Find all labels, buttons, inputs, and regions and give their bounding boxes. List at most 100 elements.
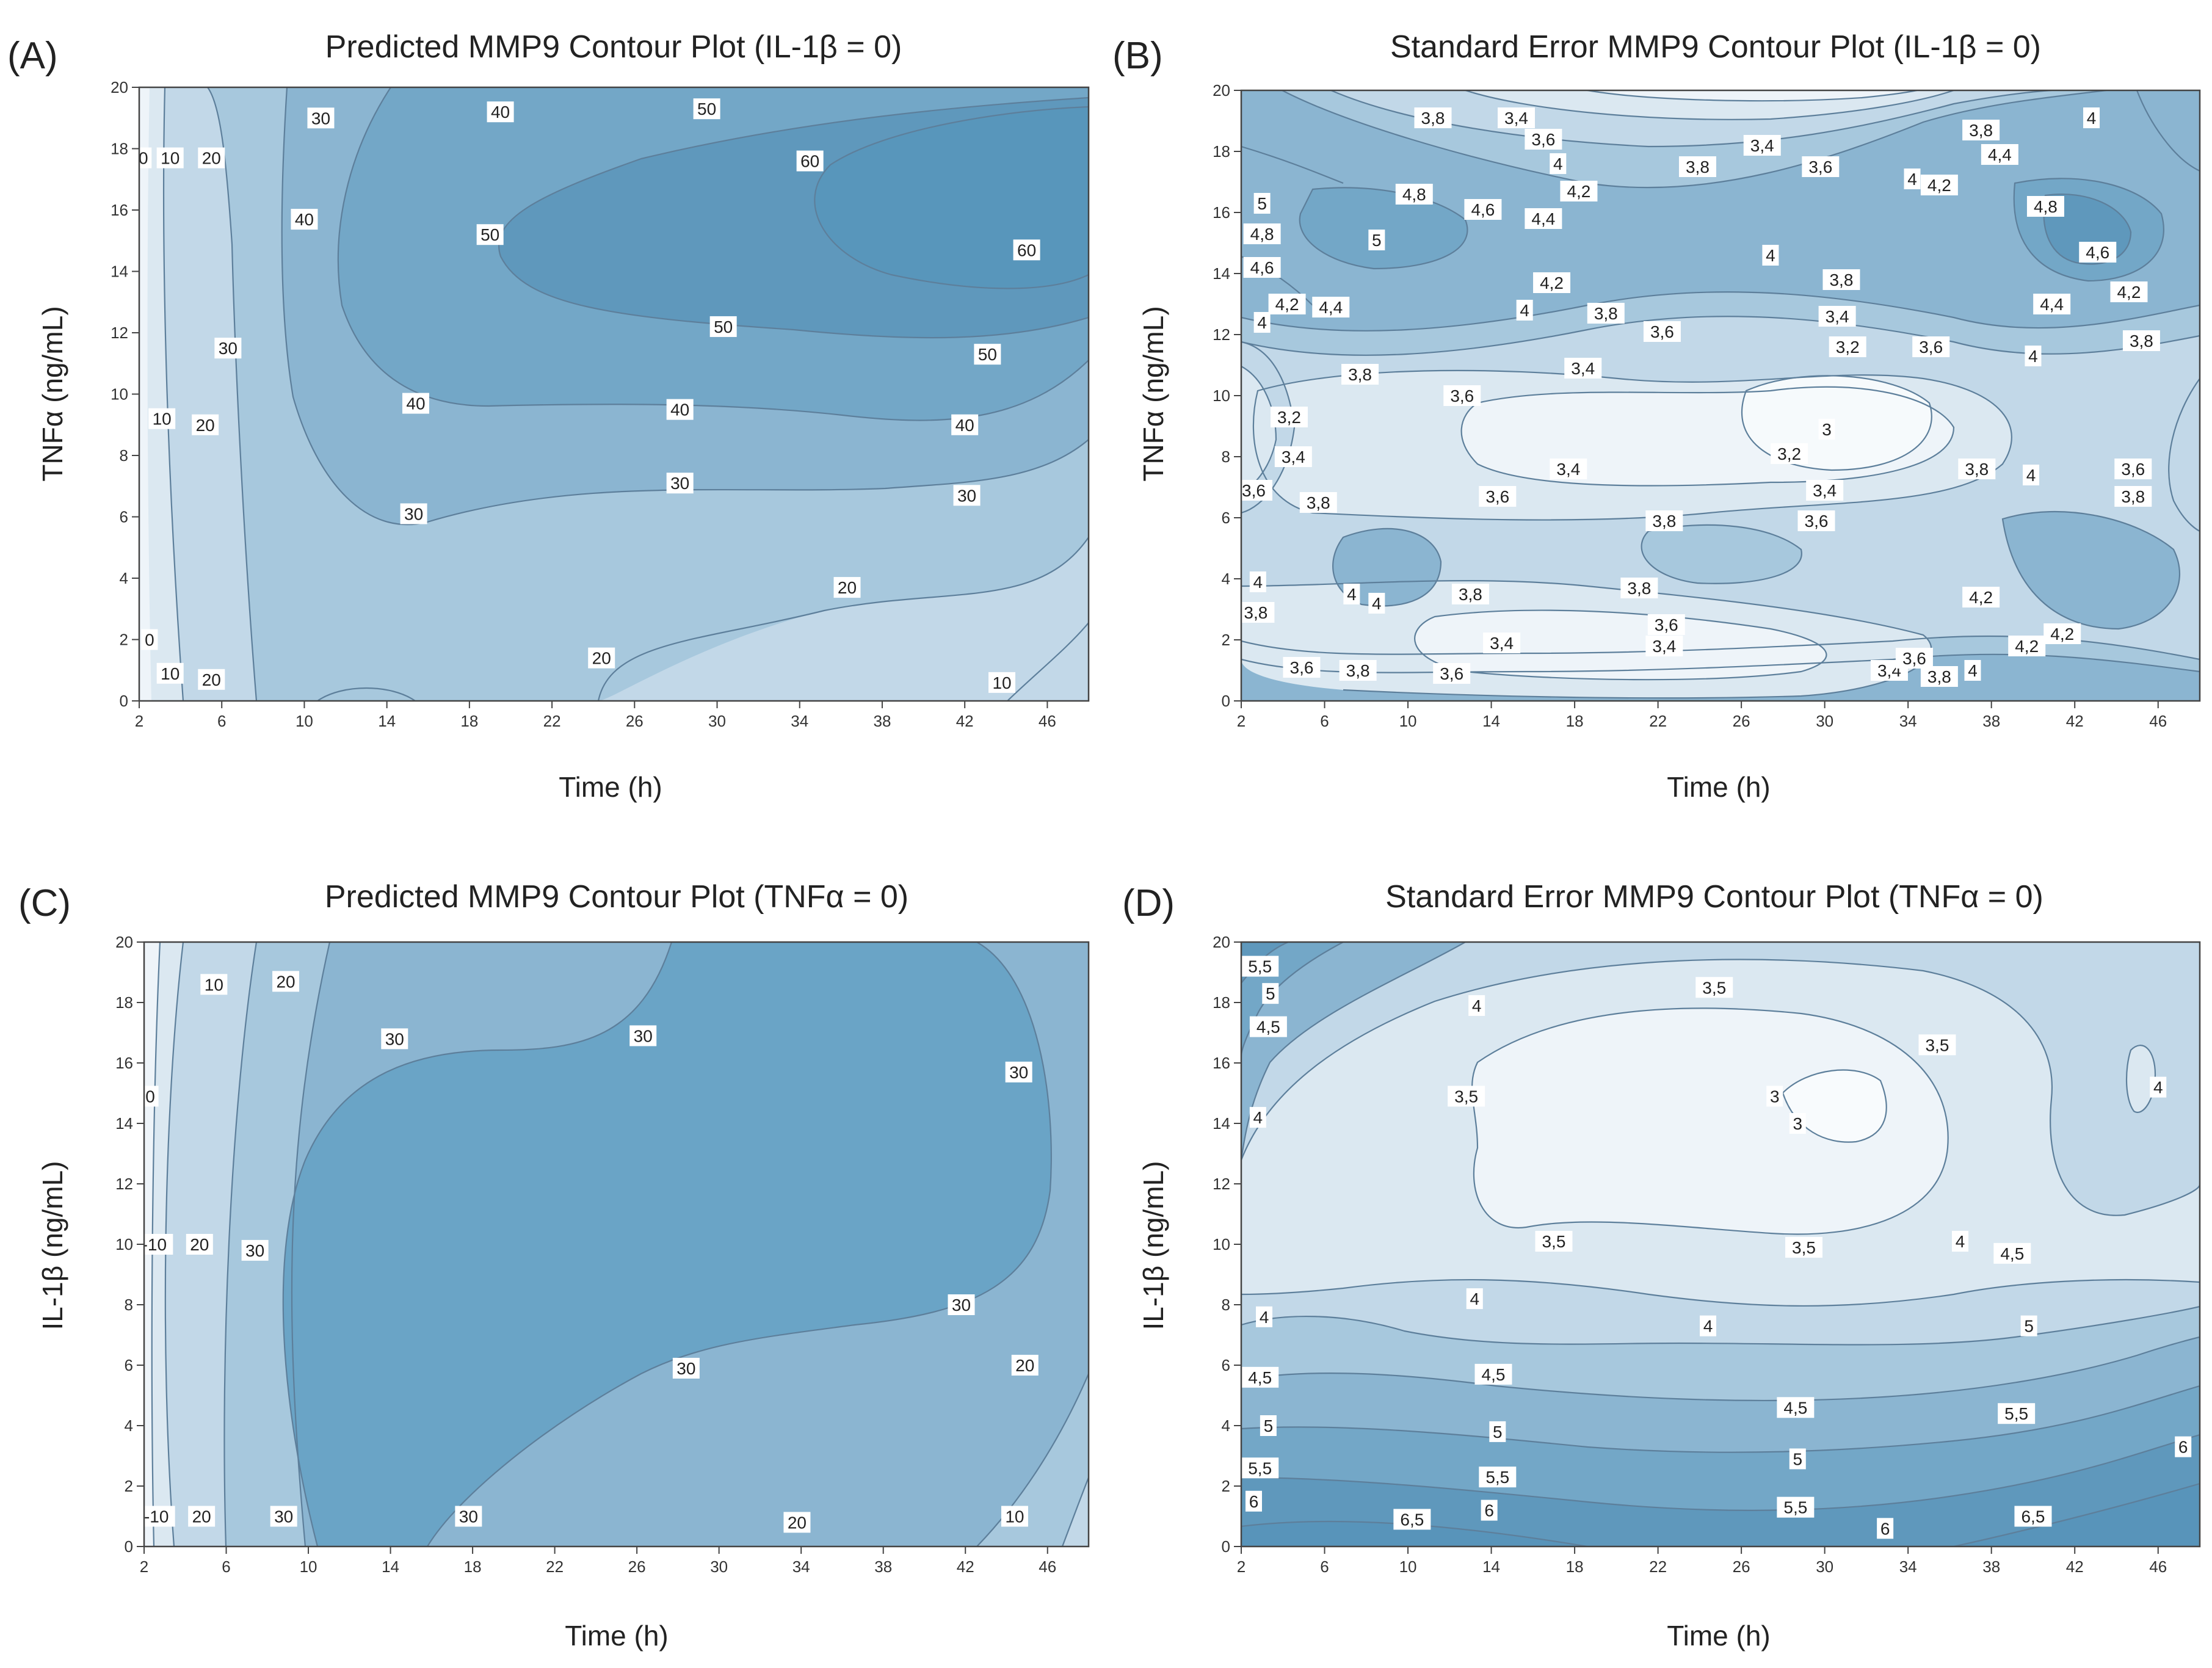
contour-label: 4,5 xyxy=(1248,1368,1272,1387)
x-tick-label: 34 xyxy=(1899,712,1917,730)
contour-label-bg xyxy=(783,1512,811,1533)
panel-a-ylabel: TNFα (ng/mL) xyxy=(37,306,68,481)
contour-label: 4 xyxy=(1907,170,1917,189)
contour-label: 3,6 xyxy=(1805,512,1829,531)
contour-label-bg xyxy=(1249,1016,1287,1037)
contour-label-bg xyxy=(709,316,737,337)
contour-label-bg xyxy=(455,1506,482,1527)
contour-label: 0 xyxy=(139,149,148,168)
x-tick-label: 38 xyxy=(1982,712,2000,730)
contour-label-bg xyxy=(1918,1034,1956,1056)
contour-line xyxy=(2125,1045,2156,1113)
contour-label: 20 xyxy=(190,1235,209,1254)
contour-label: 50 xyxy=(697,100,716,118)
contour-label-bg xyxy=(1481,1499,1498,1521)
contour-line xyxy=(1241,1278,2200,1307)
x-tick-label: 6 xyxy=(1320,712,1329,730)
fill-level-0-left xyxy=(139,87,183,701)
contour-label: 4,2 xyxy=(1540,274,1564,292)
panel-d-contour-labels: 5,5 5 4,5 4 3,5 3,5 4 33 3,5 4 3,5 3,5 4 4,5 4 4 4 5 4,5 4,… xyxy=(1241,955,2192,1539)
contour-label: 4,2 xyxy=(1275,295,1299,314)
fill-bottom-right xyxy=(977,1374,1089,1547)
panel-a-contour-lines xyxy=(162,87,1089,701)
contour-label: 60 xyxy=(800,152,819,171)
contour-label: 4,4 xyxy=(1988,145,2012,164)
contour-label-bg xyxy=(1474,1363,1512,1385)
contour-label-bg xyxy=(200,974,228,995)
contour-label-bg xyxy=(1451,584,1489,604)
x-tick-label: 14 xyxy=(1482,712,1500,730)
y-tick-label: 6 xyxy=(120,508,128,526)
contour-label-bg xyxy=(629,1025,657,1046)
contour-label-bg xyxy=(1762,245,1779,266)
contour-label: 5 xyxy=(1257,194,1267,213)
contour-label: 4,6 xyxy=(1471,200,1495,219)
contour-label: 3,6 xyxy=(1242,481,1266,500)
contour-label: 3,8 xyxy=(1652,512,1676,531)
contour-label: 30 xyxy=(952,1296,971,1314)
contour-label-bg xyxy=(1414,107,1452,128)
contour-line xyxy=(1587,90,1918,102)
contour-label-bg xyxy=(1253,193,1271,214)
panel-d-title: Standard Error MMP9 Contour Plot (TNFα =… xyxy=(1385,879,2043,915)
panel-a-title: Predicted MMP9 Contour Plot (IL-1β = 0) xyxy=(325,29,902,65)
panel-c-label: (C) xyxy=(18,882,71,924)
contour-line xyxy=(1241,959,2200,1216)
x-tick-label: 10 xyxy=(296,712,313,730)
contour-line xyxy=(1282,90,2107,189)
contour-label: 20 xyxy=(202,670,221,689)
y-tick-label: 2 xyxy=(1222,1477,1230,1495)
contour-label-bg xyxy=(2026,196,2064,217)
x-tick-label: 10 xyxy=(1399,1557,1417,1576)
contour-label-bg xyxy=(951,414,979,435)
contour-label-bg xyxy=(1245,1490,1262,1512)
contour-label: 3,8 xyxy=(1627,579,1651,598)
contour-label: 20 xyxy=(838,578,857,597)
contour-label: 20 xyxy=(1015,1356,1034,1375)
contour-label: 10 xyxy=(992,673,1011,692)
contour-label: 3,8 xyxy=(2130,332,2153,350)
contour-label: 6,5 xyxy=(2021,1507,2045,1526)
contour-label-bg xyxy=(198,147,225,169)
contour-label: 60 xyxy=(1017,241,1036,259)
contour-label: 3,4 xyxy=(1282,448,1305,466)
contour-label-bg xyxy=(1341,364,1379,385)
panel-c-contour-lines xyxy=(151,942,1089,1547)
contour-label: 5 xyxy=(1264,1416,1274,1435)
contour-label-bg xyxy=(1818,306,1856,327)
panel-a-label: (A) xyxy=(7,35,58,77)
fill-top-left-5-5 xyxy=(1241,942,1288,983)
contour-line xyxy=(1465,90,1954,120)
contour-label: 40 xyxy=(406,394,425,413)
contour-label-bg xyxy=(1822,269,1860,290)
contour-label: 5,5 xyxy=(2004,1404,2028,1423)
contour-line xyxy=(2013,178,2164,282)
contour-label: 30 xyxy=(957,486,976,505)
contour-label: 4,4 xyxy=(1319,298,1343,317)
contour-label: 6,5 xyxy=(1400,1510,1424,1529)
panel-d-ylabel: IL-1β (ng/mL) xyxy=(1137,1161,1169,1330)
contour-label-bg xyxy=(2025,346,2042,366)
x-tick-label: 2 xyxy=(135,712,143,730)
contour-label-bg xyxy=(796,150,824,172)
contour-label-bg xyxy=(1243,223,1281,244)
fill-right-lobe xyxy=(2127,1045,2155,1112)
contour-label: 4 xyxy=(1372,594,1382,613)
contour-line xyxy=(2001,510,2180,630)
y-tick-label: 20 xyxy=(111,78,128,96)
contour-label-bg xyxy=(1433,663,1471,684)
contour-label-bg xyxy=(188,1506,216,1527)
panel-c-contour-labels: 10 20 30 30 30 0 -10 20 30 30 30 20 -10 20 30 30 20 10 xyxy=(144,971,1039,1533)
contour-label-bg xyxy=(1516,300,1533,321)
x-tick-label: 26 xyxy=(626,712,644,730)
y-tick-label: 16 xyxy=(115,1054,133,1072)
contour-label-bg xyxy=(1771,443,1808,464)
contour-label: 3,8 xyxy=(1307,493,1330,512)
contour-label-bg xyxy=(2014,1506,2052,1527)
panel-d-xlabel: Time (h) xyxy=(1667,1620,1771,1652)
contour-label-bg xyxy=(1241,602,1275,623)
contour-line xyxy=(2168,378,2200,532)
contour-label: 40 xyxy=(670,401,689,419)
contour-label-bg xyxy=(1393,1509,1431,1530)
